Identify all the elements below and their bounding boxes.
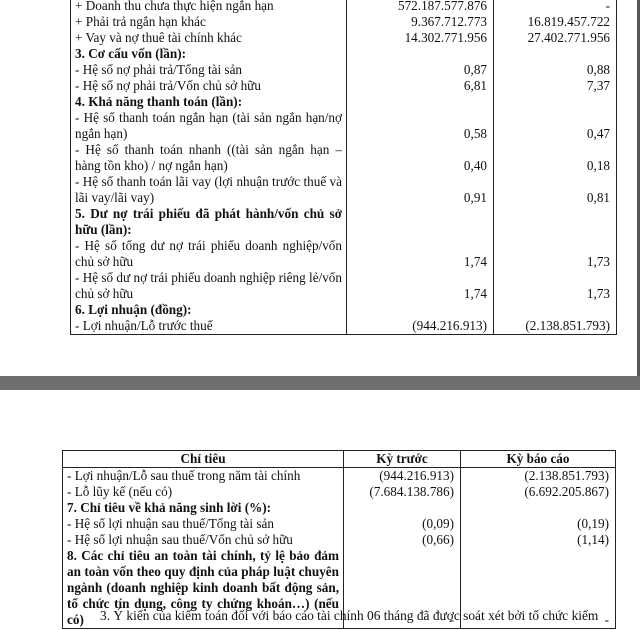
label-cell: 8. Các chỉ tiêu an toàn tài chính, tỷ lệ… [62, 548, 344, 629]
value-cell [493, 46, 617, 62]
table-row: - Lợi nhuận/Lỗ sau thuế trong năm tài ch… [62, 467, 616, 484]
table-row: 8. Các chỉ tiêu an toàn tài chính, tỷ lệ… [62, 548, 616, 629]
page-bottom: Chỉ tiêu Kỳ trước Kỳ báo cáo - Lợi nhuận/Lỗ… [0, 390, 640, 630]
value-cell: 14.302.771.956 [346, 30, 494, 46]
label-cell: - Hệ số dư nợ trái phiếu doanh nghiệp ri… [70, 270, 347, 302]
label-cell: 4. Khả năng thanh toán (lần): [70, 94, 347, 110]
value-cell: (0,09) [343, 516, 461, 532]
value-cell: (7.684.138.786) [343, 484, 461, 500]
value-cell: 0,81 [493, 174, 617, 206]
header-cell: Kỳ báo cáo [460, 450, 616, 468]
table-row: - Lợi nhuận/Lỗ trước thuế (944.216.913) (2… [70, 318, 617, 335]
label-cell: 5. Dư nợ trái phiếu đã phát hành/vốn chủ… [70, 206, 347, 238]
value-cell [346, 206, 494, 238]
table-row: - Lỗ lũy kế (nếu có) (7.684.138.786) (6.69… [62, 484, 616, 500]
value-cell: 6,81 [346, 78, 494, 94]
label-cell: 7. Chỉ tiêu về khả năng sinh lời (%): [62, 500, 344, 516]
label-cell: 6. Lợi nhuận (đồng): [70, 302, 347, 318]
header-cell: Chỉ tiêu [62, 450, 344, 468]
label-cell: - Lợi nhuận/Lỗ sau thuế trong năm tài ch… [62, 467, 344, 484]
value-cell: 572.187.577.876 [346, 0, 494, 14]
value-cell [346, 94, 494, 110]
value-cell [493, 94, 617, 110]
label-cell: 3. Cơ cấu vốn (lần): [70, 46, 347, 62]
label-cell: - Hệ số lợi nhuận sau thuế/Tổng tài sản [62, 516, 344, 532]
table-row: - Hệ số nợ phải trả/Vốn chủ sở hữu 6,81 7,… [70, 78, 617, 94]
table-row: - Hệ số thanh toán ngắn hạn (tài sản ngắ… [70, 110, 617, 142]
value-cell [493, 206, 617, 238]
value-cell: 16.819.457.722 [493, 14, 617, 30]
top-table-body: + Doanh thu chưa thực hiện ngắn hạn 572.1… [70, 0, 617, 335]
section-row: 5. Dư nợ trái phiếu đã phát hành/vốn chủ… [70, 206, 617, 238]
section-row: 7. Chỉ tiêu về khả năng sinh lời (%): [62, 500, 616, 516]
value-cell: 0,91 [346, 174, 494, 206]
value-cell [346, 302, 494, 318]
section-row: 4. Khả năng thanh toán (lần): [70, 94, 617, 110]
value-cell: 0,87 [346, 62, 494, 78]
table-row: + Phải trả ngắn hạn khác 9.367.712.773 16.… [70, 14, 617, 30]
section-row: 6. Lợi nhuận (đồng): [70, 302, 617, 318]
value-cell: 0,18 [493, 142, 617, 174]
value-cell: 7,37 [493, 78, 617, 94]
label-cell: + Doanh thu chưa thực hiện ngắn hạn [70, 0, 347, 14]
header-cell: Kỳ trước [343, 450, 461, 468]
bottom-table: Chỉ tiêu Kỳ trước Kỳ báo cáo - Lợi nhuận/Lỗ… [62, 450, 616, 629]
value-cell: 9.367.712.773 [346, 14, 494, 30]
value-cell: (0,66) [343, 532, 461, 548]
value-cell [343, 500, 461, 516]
value-cell: 1,73 [493, 238, 617, 270]
value-cell: (944.216.913) [343, 467, 461, 484]
value-cell: (2.138.851.793) [460, 467, 616, 484]
label-cell: - Lỗ lũy kế (nếu có) [62, 484, 344, 500]
table-row: - Hệ số dư nợ trái phiếu doanh nghiệp ri… [70, 270, 617, 302]
value-cell [460, 500, 616, 516]
label-cell: - Hệ số thanh toán lãi vay (lợi nhuận tr… [70, 174, 347, 206]
value-cell: (2.138.851.793) [493, 318, 617, 335]
label-cell: + Vay và nợ thuê tài chính khác [70, 30, 347, 46]
label-cell: - Hệ số nợ phải trả/Vốn chủ sở hữu [70, 78, 347, 94]
table-row: - Hệ số tổng dư nợ trái phiếu doanh nghi… [70, 238, 617, 270]
label-cell: - Lợi nhuận/Lỗ trước thuế [70, 318, 347, 335]
value-cell [493, 302, 617, 318]
value-cell: 0,58 [346, 110, 494, 142]
page-top: + Doanh thu chưa thực hiện ngắn hạn 572.1… [70, 0, 640, 376]
header-row: Chỉ tiêu Kỳ trước Kỳ báo cáo [62, 450, 616, 468]
label-cell: - Hệ số tổng dư nợ trái phiếu doanh nghi… [70, 238, 347, 270]
value-cell: - [460, 548, 616, 629]
page-separator [0, 376, 640, 390]
value-cell: (944.216.913) [346, 318, 494, 335]
value-cell: 0,88 [493, 62, 617, 78]
paragraph: 3. Ý kiến của kiểm toán đối với báo cáo … [100, 608, 599, 623]
value-cell: 0,40 [346, 142, 494, 174]
label-cell: - Hệ số thanh toán ngắn hạn (tài sản ngắ… [70, 110, 347, 142]
table-row: + Doanh thu chưa thực hiện ngắn hạn 572.1… [70, 0, 617, 14]
value-cell: (6.692.205.867) [460, 484, 616, 500]
value-cell: (1,14) [460, 532, 616, 548]
value-cell [346, 46, 494, 62]
top-table: + Doanh thu chưa thực hiện ngắn hạn 572.1… [70, 0, 617, 335]
bottom-table-body: Chỉ tiêu Kỳ trước Kỳ báo cáo - Lợi nhuận/Lỗ… [62, 450, 616, 629]
table-row: + Vay và nợ thuê tài chính khác 14.302.77… [70, 30, 617, 46]
table-row: - Hệ số thanh toán lãi vay (lợi nhuận tr… [70, 174, 617, 206]
value-cell: 27.402.771.956 [493, 30, 617, 46]
value-cell: 1,73 [493, 270, 617, 302]
table-row: - Hệ số nợ phải trả/Tổng tài sản 0,87 0,88 [70, 62, 617, 78]
table-row: - Hệ số lợi nhuận sau thuế/Vốn chủ sở hữ… [62, 532, 616, 548]
section-row: 3. Cơ cấu vốn (lần): [70, 46, 617, 62]
value-cell: (0,19) [460, 516, 616, 532]
value-cell: 1,74 [346, 238, 494, 270]
label-cell: - Hệ số thanh toán nhanh ((tài sản ngắn … [70, 142, 347, 174]
value-cell: - [343, 548, 461, 629]
value-cell: 1,74 [346, 270, 494, 302]
value-cell: 0,47 [493, 110, 617, 142]
label-cell: - Hệ số nợ phải trả/Tổng tài sản [70, 62, 347, 78]
table-row: - Hệ số lợi nhuận sau thuế/Tổng tài sản(… [62, 516, 616, 532]
label-cell: - Hệ số lợi nhuận sau thuế/Vốn chủ sở hữ… [62, 532, 344, 548]
value-cell: - [493, 0, 617, 14]
label-cell: + Phải trả ngắn hạn khác [70, 14, 347, 30]
table-row: - Hệ số thanh toán nhanh ((tài sản ngắn … [70, 142, 617, 174]
